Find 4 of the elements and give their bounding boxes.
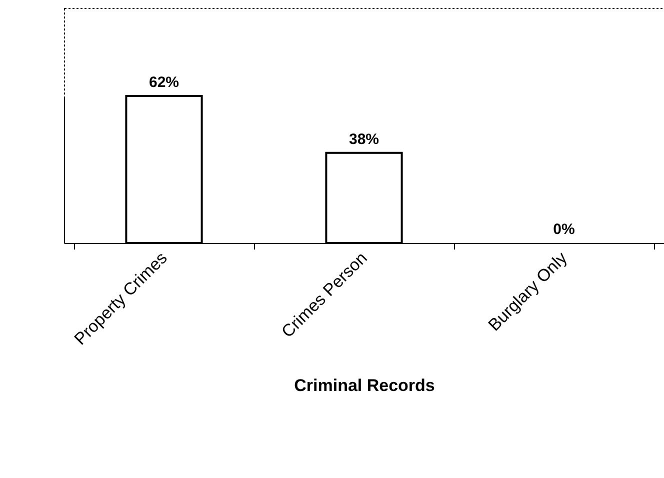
data-label: 62% [148, 74, 180, 91]
data-label: 0% [553, 221, 575, 238]
x-axis-title: Criminal Records [294, 376, 435, 395]
data-label: 38% [348, 130, 380, 148]
